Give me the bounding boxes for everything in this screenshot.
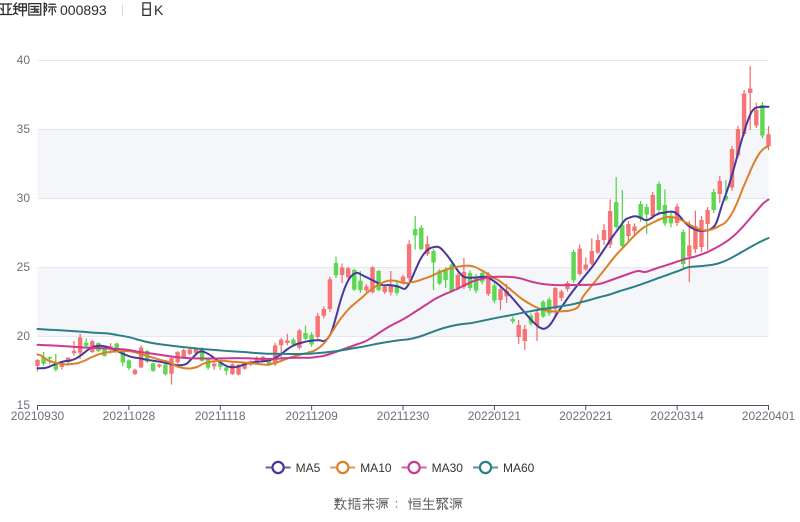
svg-text:20211118: 20211118 <box>195 409 246 423</box>
svg-text:MA30: MA30 <box>432 461 464 475</box>
svg-text:MA5: MA5 <box>296 461 321 475</box>
svg-text:30: 30 <box>17 191 31 205</box>
svg-text:20211028: 20211028 <box>103 409 156 423</box>
svg-text:20220401: 20220401 <box>742 409 796 423</box>
svg-text:20220221: 20220221 <box>559 409 613 423</box>
svg-text:20210930: 20210930 <box>11 409 65 423</box>
svg-text:K: K <box>154 2 164 18</box>
svg-text:40: 40 <box>17 53 31 67</box>
svg-text:000893: 000893 <box>60 2 107 18</box>
svg-text:20220121: 20220121 <box>468 409 522 423</box>
svg-text:MA60: MA60 <box>503 461 535 475</box>
svg-text:15: 15 <box>17 398 31 412</box>
svg-text:20211209: 20211209 <box>285 409 338 423</box>
svg-text:20211230: 20211230 <box>377 409 430 423</box>
svg-text:35: 35 <box>17 122 31 136</box>
svg-text:20220314: 20220314 <box>650 409 704 423</box>
svg-text:MA10: MA10 <box>360 461 392 475</box>
svg-text:25: 25 <box>17 260 31 274</box>
svg-text:20: 20 <box>17 329 31 343</box>
